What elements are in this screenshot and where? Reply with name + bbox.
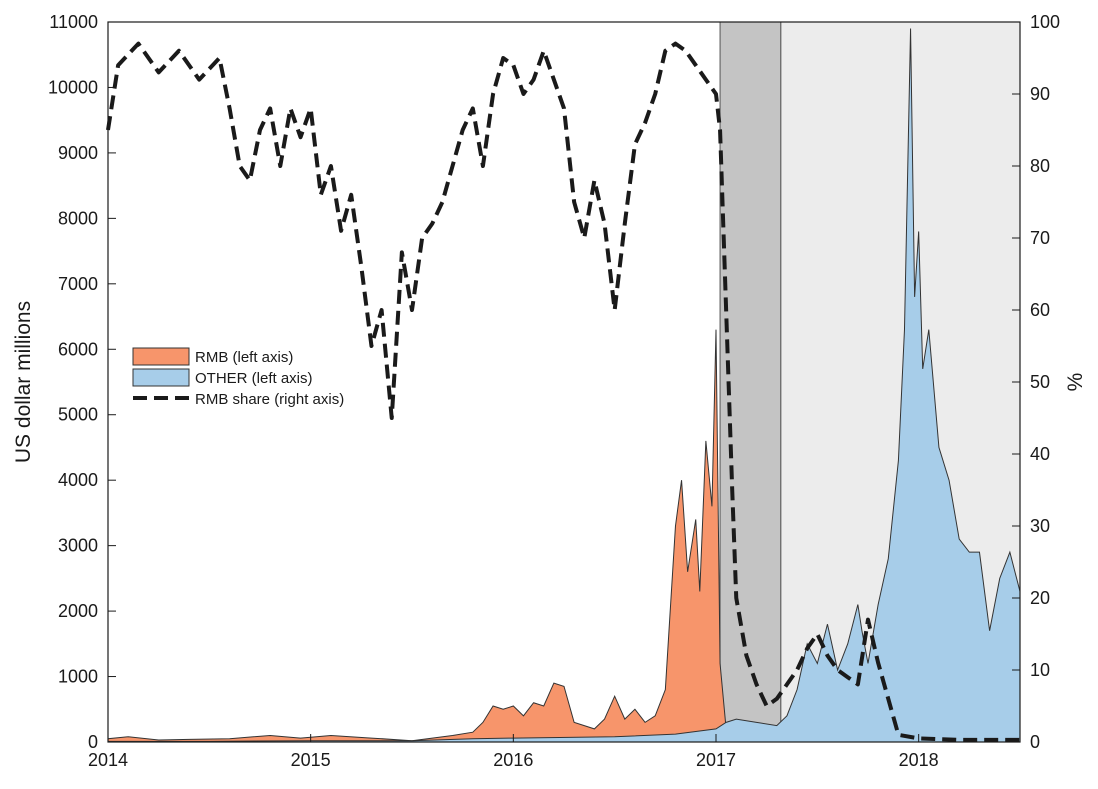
- y-axis-label-left: US dollar millions: [12, 301, 35, 463]
- legend: RMB (left axis) OTHER (left axis) RMB sh…: [132, 347, 344, 408]
- y-axis-label-right: %: [1064, 373, 1087, 392]
- y-left-tick-label: 2000: [58, 601, 98, 621]
- y-right-tick-label: 50: [1030, 372, 1050, 392]
- area-series-other: [107, 28, 1021, 743]
- x-tick-label: 2017: [696, 750, 736, 770]
- y-right-tick-label: 40: [1030, 444, 1050, 464]
- y-left-tick-label: 11000: [49, 12, 98, 32]
- y-right-tick-label: 60: [1030, 300, 1050, 320]
- y-left-tick-label: 10000: [48, 77, 98, 97]
- x-tick-label: 2014: [88, 750, 128, 770]
- y-right-tick-label: 70: [1030, 228, 1050, 248]
- y-left-tick-label: 3000: [58, 536, 98, 556]
- line-series: [106, 41, 1020, 742]
- line-series-rmb-share: [106, 41, 1020, 742]
- y-left-tick-label: 0: [88, 732, 98, 752]
- area-series: [107, 28, 1021, 743]
- y-left-tick-label: 7000: [58, 274, 98, 294]
- y-right-tick-label: 30: [1030, 516, 1050, 536]
- y-left-tick-label: 6000: [58, 339, 98, 359]
- axes: 0100020003000400050006000700080009000100…: [48, 12, 1060, 770]
- x-tick-label: 2015: [291, 750, 331, 770]
- y-left-tick-label: 5000: [58, 405, 98, 425]
- y-left-tick-label: 9000: [58, 143, 98, 163]
- y-right-tick-label: 20: [1030, 588, 1050, 608]
- y-right-tick-label: 80: [1030, 156, 1050, 176]
- y-right-tick-label: 100: [1030, 12, 1060, 32]
- y-right-tick-label: 10: [1030, 660, 1050, 680]
- legend-label-rmb: RMB (left axis): [195, 349, 293, 366]
- x-tick-label: 2016: [493, 750, 533, 770]
- x-tick-label: 2018: [899, 750, 939, 770]
- legend-swatch-other: [132, 368, 190, 387]
- legend-label-other: OTHER (left axis): [195, 370, 313, 387]
- y-left-tick-label: 4000: [58, 470, 98, 490]
- y-right-tick-label: 90: [1030, 84, 1050, 104]
- legend-swatch-rmb: [132, 347, 190, 366]
- legend-label-rmb-share: RMB share (right axis): [195, 391, 344, 408]
- y-left-tick-label: 1000: [58, 667, 98, 687]
- y-left-tick-label: 8000: [58, 208, 98, 228]
- y-right-tick-label: 0: [1030, 732, 1040, 752]
